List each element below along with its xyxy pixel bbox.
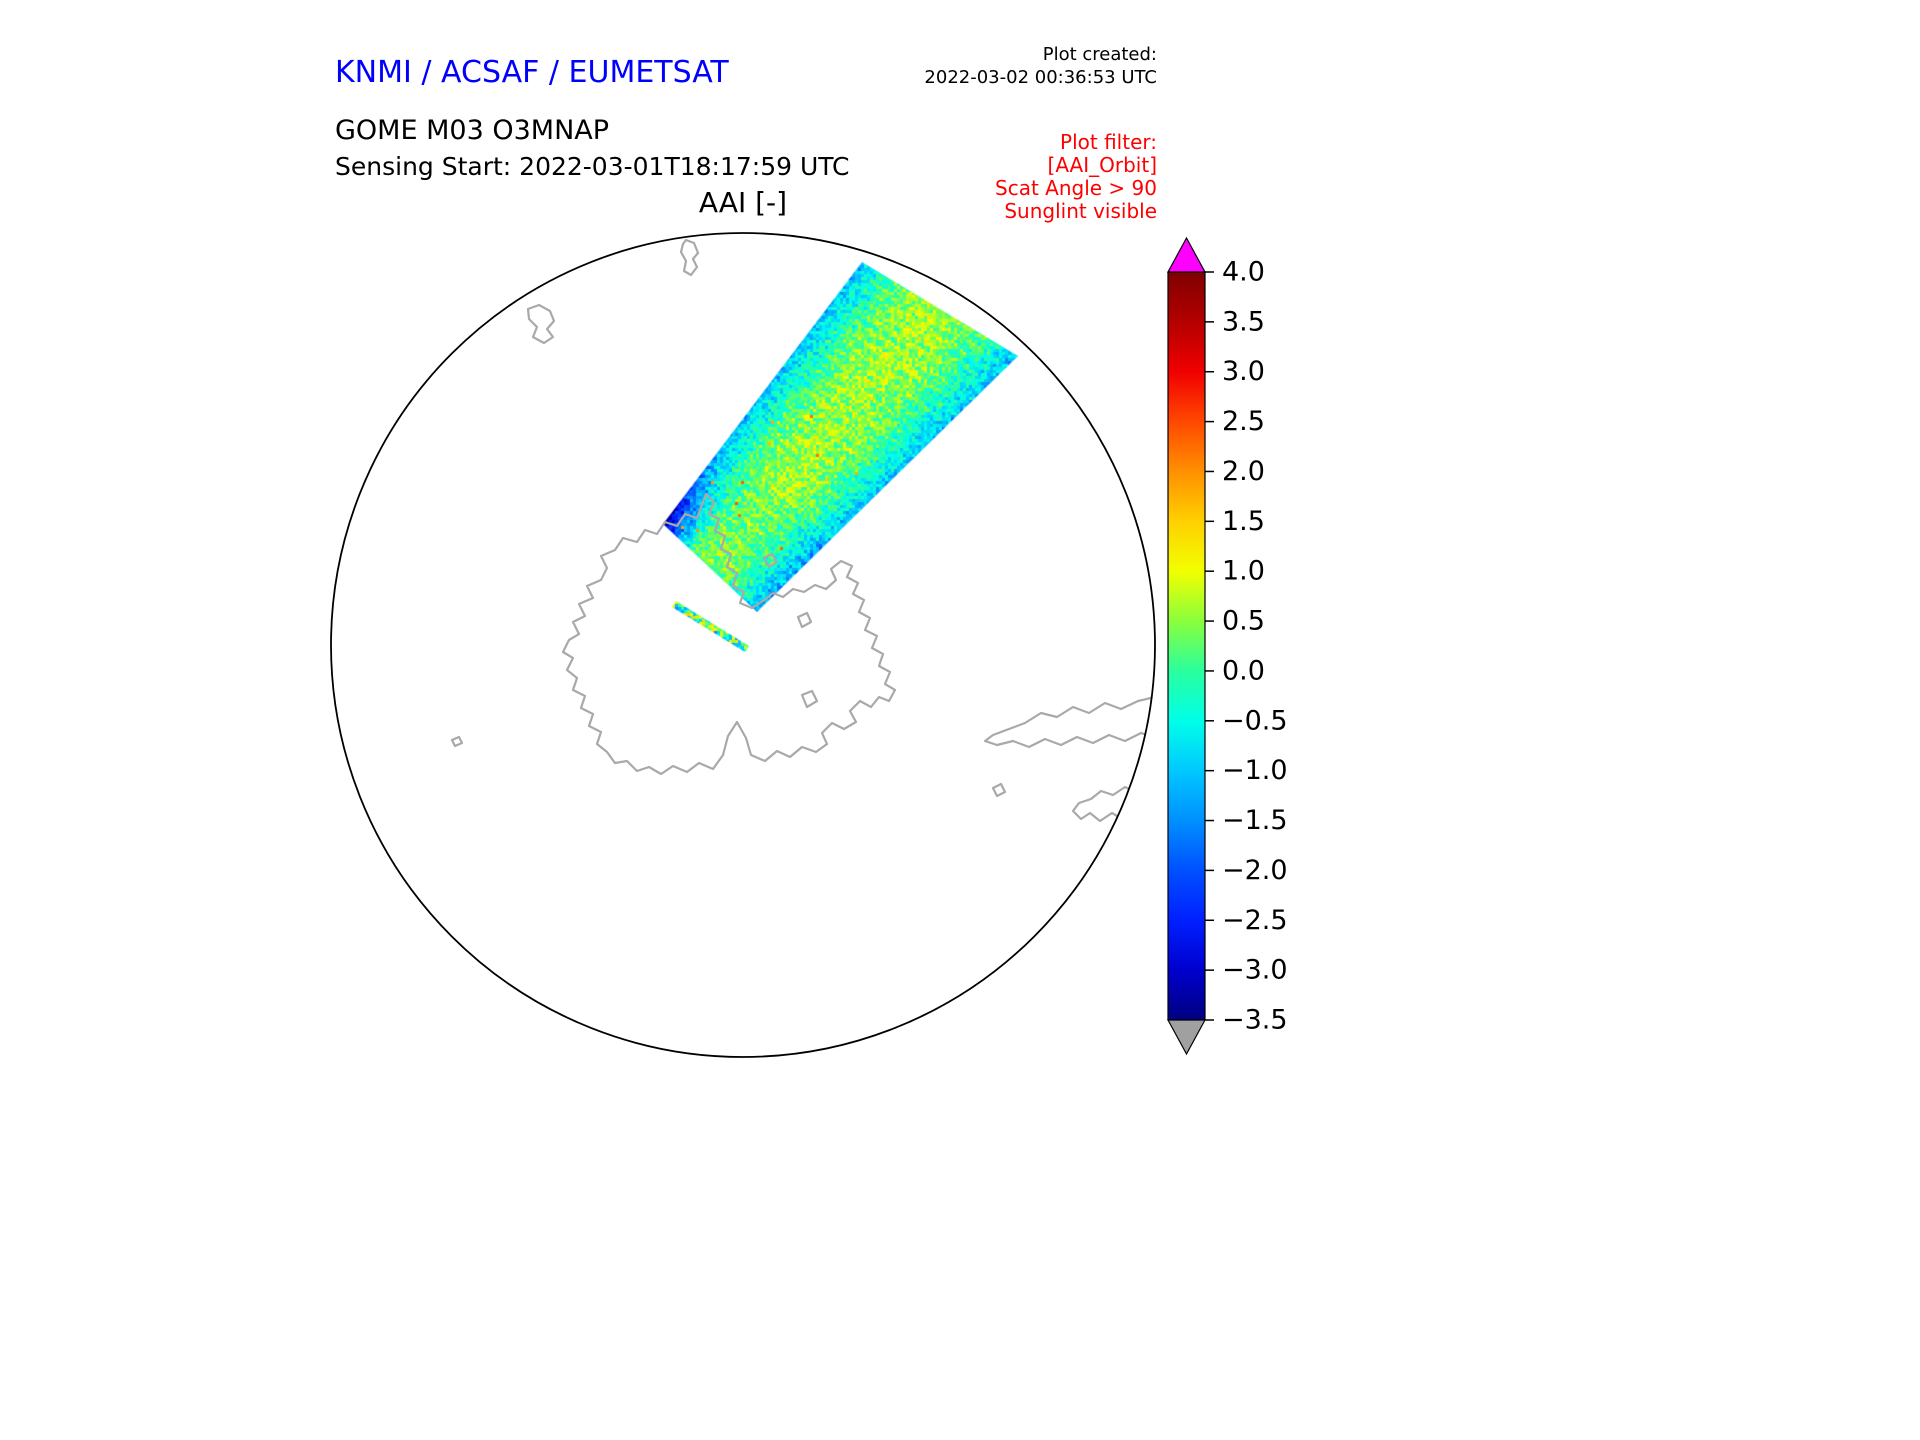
colorbar-tick-label: 2.5: [1222, 406, 1265, 437]
colorbar-tick-label: −1.5: [1222, 805, 1288, 836]
colorbar-over-arrow: [1166, 236, 1207, 273]
coastline-south-america-2: [1071, 783, 1155, 823]
colorbar-tick-label: 0.5: [1222, 606, 1265, 637]
map-boundary-circle: [330, 232, 1156, 1058]
coastline-island-top-2: [526, 303, 556, 345]
colorbar-tick-label: −0.5: [1222, 705, 1288, 736]
plot-filter-block: Plot filter: [AAI_Orbit] Scat Angle > 90…: [800, 131, 1157, 223]
colorbar-tick-label: −1.0: [1222, 755, 1288, 786]
colorbar-tick-label: 0.0: [1222, 655, 1265, 686]
colorbar-tick-label: 3.0: [1222, 356, 1265, 387]
plot-created-label: Plot created:: [1042, 44, 1157, 65]
colorbar-tick-label: −3.5: [1222, 1005, 1288, 1036]
colorbar-gradient-bar: [1167, 271, 1206, 1021]
institute-title: KNMI / ACSAF / EUMETSAT: [335, 55, 729, 90]
product-title: GOME M03 O3MNAP: [335, 115, 610, 146]
filter-line-4: Sunglint visible: [1004, 199, 1157, 223]
coastline-south-america-1: [983, 695, 1155, 749]
filter-line-2: [AAI_Orbit]: [1047, 153, 1157, 177]
plot-created-block: Plot created: 2022-03-02 00:36:53 UTC: [800, 43, 1157, 89]
colorbar-tick-label: 2.0: [1222, 456, 1265, 487]
colorbar-tick-label: 1.0: [1222, 556, 1265, 587]
map-title: AAI [-]: [698, 186, 788, 219]
colorbar-tick-label: 4.0: [1222, 257, 1265, 288]
coastline-island-top-1: [679, 238, 700, 277]
colorbar-tick-label: 1.5: [1222, 506, 1265, 537]
filter-line-1: Plot filter:: [1060, 130, 1157, 154]
colorbar: 4.0 3.5 3.0 2.5 2.0 1.5 1.0 0.5 0.0 −0.5 −1.0 −1.5 −…: [1166, 236, 1288, 1056]
colorbar-tick-label: −2.0: [1222, 855, 1288, 886]
colorbar-tick-label: −2.5: [1222, 905, 1288, 936]
plot-created-time: 2022-03-02 00:36:53 UTC: [924, 67, 1157, 88]
coastline-south-america-island: [991, 782, 1007, 798]
colorbar-tick-label: 3.5: [1222, 306, 1265, 337]
coastline-island-west: [450, 735, 464, 748]
sensing-start-text: Sensing Start: 2022-03-01T18:17:59 UTC: [335, 152, 850, 181]
coastline-island-mid: [796, 611, 813, 629]
colorbar-under-arrow: [1166, 1019, 1207, 1056]
coastlines-group: [450, 238, 1155, 911]
coastline-antarctica: [561, 492, 897, 776]
filter-line-3: Scat Angle > 90: [995, 176, 1157, 200]
colorbar-tick-label: −3.0: [1222, 955, 1288, 986]
coastline-south-america-3: [1110, 869, 1155, 911]
coastline-lake-inner: [762, 552, 779, 569]
coastline-island-ross: [800, 689, 819, 709]
